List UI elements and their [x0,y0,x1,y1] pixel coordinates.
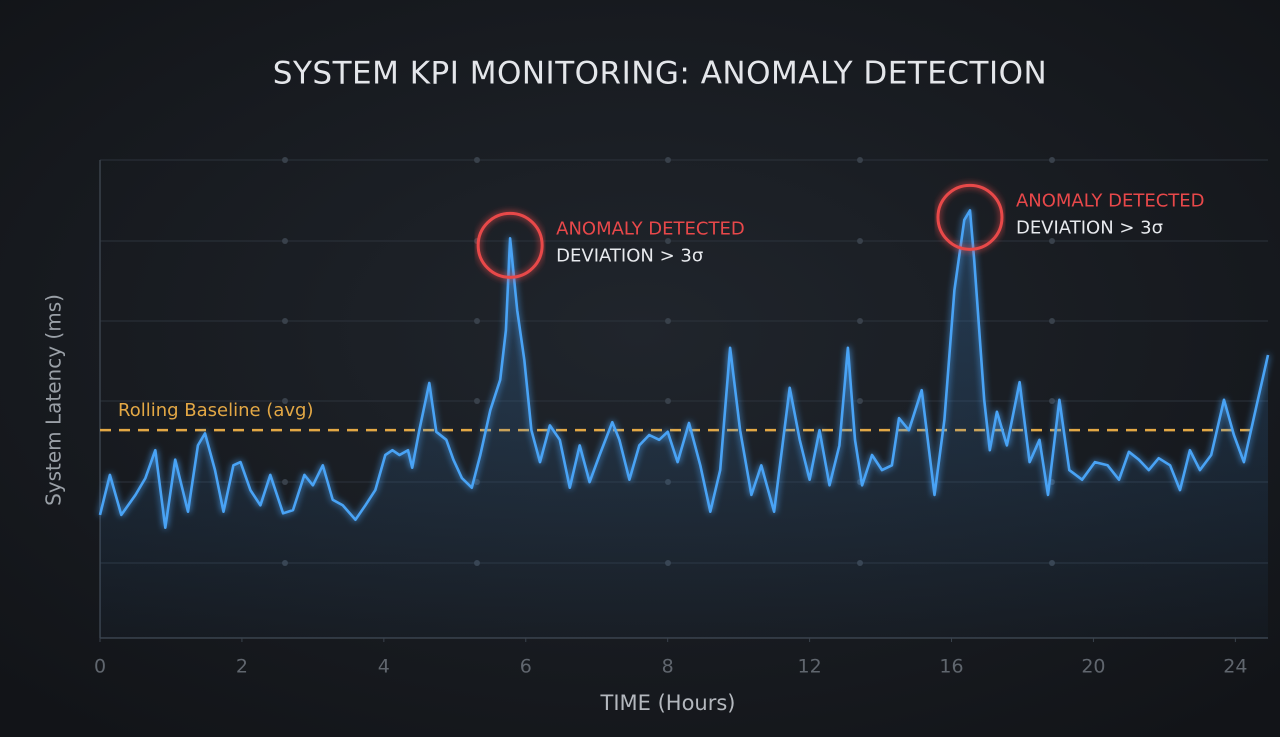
annotation-title: ANOMALY DETECTED [1016,190,1205,211]
grid-dot [857,238,863,244]
x-tick-label: 4 [378,656,390,678]
annotation-title: ANOMALY DETECTED [556,218,745,239]
x-axis-label: TIME (Hours) [600,691,736,715]
x-tick-label: 6 [520,656,532,678]
grid-dot [282,238,288,244]
x-tick-label: 8 [662,656,674,678]
grid-dot [474,157,480,163]
x-tick-label: 2 [236,656,248,678]
grid-dot [282,479,288,485]
anomaly-marker [936,183,1004,251]
chart-title: SYSTEM KPI MONITORING: ANOMALY DETECTION [273,56,1047,92]
x-tick-label: 20 [1081,656,1105,678]
grid-dot [282,398,288,404]
area [100,210,1268,638]
x-tick-label: 24 [1223,656,1247,678]
grid-dot [282,318,288,324]
grid-dot [474,318,480,324]
anomaly-marker [476,211,544,279]
x-tick-label: 12 [798,656,822,678]
y-axis-label: System Latency (ms) [42,294,66,506]
grid-dot [665,398,671,404]
grid-dot [282,157,288,163]
x-tick-label: 0 [94,656,106,678]
baseline-label: Rolling Baseline (avg) [118,400,313,421]
line [98,209,1270,529]
grid-dot [857,318,863,324]
annotation-detail: DEVIATION > 3σ [1016,217,1163,238]
grid-dot [665,238,671,244]
grid-dot [857,157,863,163]
x-tick-label: 16 [939,656,963,678]
grid-dot [665,157,671,163]
annotation-detail: DEVIATION > 3σ [556,245,703,266]
grid-dot [474,398,480,404]
grid-dot [857,398,863,404]
grid-dot [665,318,671,324]
grid-dot [1049,238,1055,244]
grid-dot [1049,318,1055,324]
grid-dot [1049,157,1055,163]
grid-dot [1049,398,1055,404]
